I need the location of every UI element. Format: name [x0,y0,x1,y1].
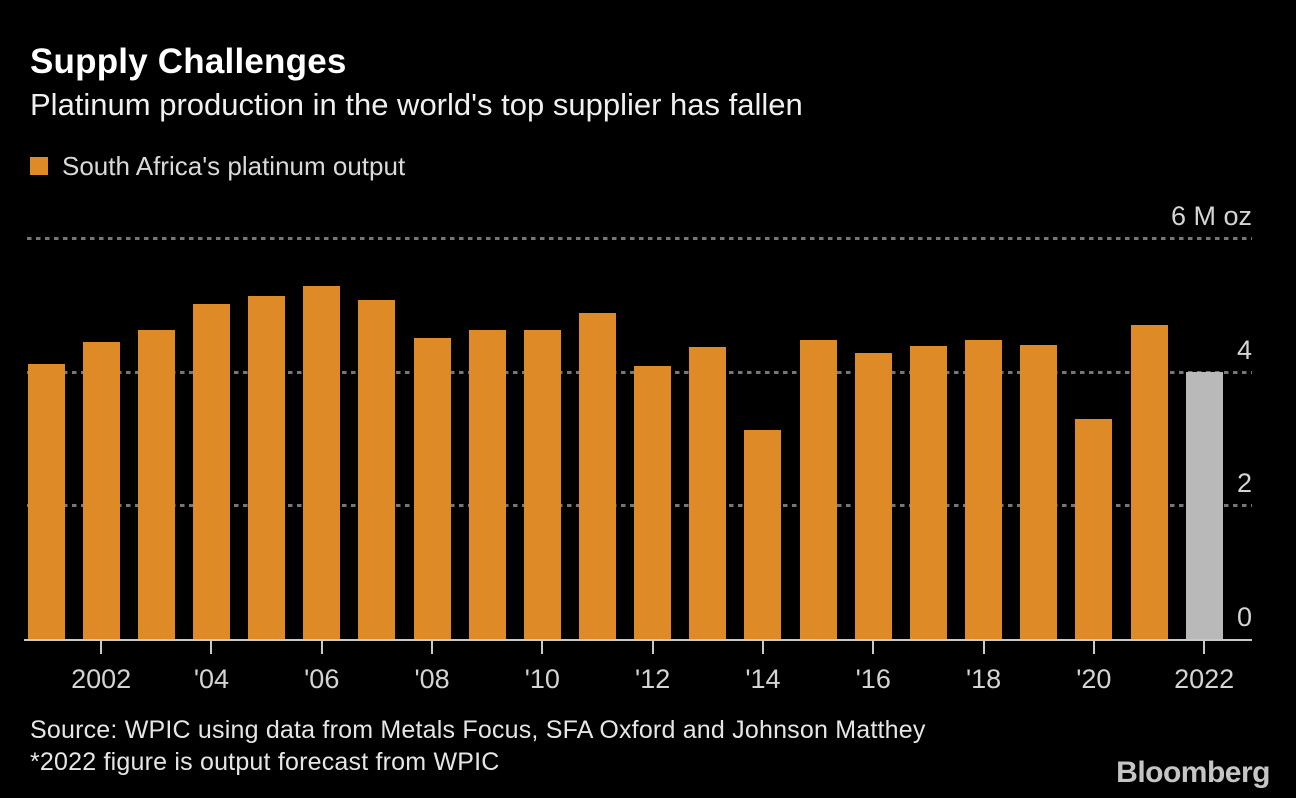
bar-2021 [1130,325,1168,639]
chart-subtitle: Platinum production in the world's top s… [30,87,803,122]
bar-2014 [744,429,782,639]
bar-2002 [82,341,120,639]
y-axis-label-4: 4 [1236,334,1252,365]
bar-2004 [192,303,230,639]
x-axis-label-2022: 2022 [1174,664,1235,694]
x-axis-label-2010: '10 [524,664,560,694]
bar-2020 [1075,418,1113,639]
x-tick-2002 [100,641,103,654]
legend-label: South Africa's platinum output [62,150,406,181]
x-axis-label-2016: '16 [855,664,891,694]
bar-2010 [523,329,561,639]
bar-2012 [634,365,672,639]
bar-2006 [303,285,341,639]
y-axis-label-2: 2 [1236,468,1252,499]
x-tick-2020 [1092,641,1095,654]
x-tick-2018 [982,641,985,654]
legend-swatch-icon [30,157,48,175]
x-tick-2012 [651,641,654,654]
bar-2013 [689,347,727,639]
bloomberg-logo: Bloomberg [1116,756,1270,789]
bar-2018 [965,339,1003,639]
x-axis-label-2018: '18 [965,664,1002,694]
bar-2017 [909,345,947,639]
bar-2009 [468,329,506,639]
bar-2001 [27,363,65,639]
x-axis-label-2014: '14 [745,664,781,694]
bar-2016 [854,353,892,639]
x-axis-label-2008: '08 [414,664,450,694]
bar-2005 [248,295,286,639]
x-tick-2014 [761,641,764,654]
x-tick-2016 [872,641,875,654]
y-axis-label-0: 0 [1236,602,1252,632]
bar-2007 [358,299,396,639]
x-tick-2004 [210,641,213,654]
bar-2008 [413,338,451,639]
x-axis-label-2004: '04 [193,664,230,694]
x-tick-2010 [541,641,544,654]
chart-title: Supply Challenges [30,42,347,81]
source-line: Source: WPIC using data from Metals Focu… [30,716,926,744]
x-axis-label-2020: '20 [1076,664,1112,694]
bar-2011 [579,313,616,639]
x-axis-label-2012: '12 [635,664,671,694]
bar-2015 [799,339,837,639]
x-axis-label-2002: 2002 [71,664,132,694]
bar-2019 [1020,345,1058,639]
y-axis-label-6: 6 M oz [1170,201,1252,232]
bar-2022-forecast [1185,371,1223,639]
gridline-6 [27,237,1252,241]
bar-2003 [137,329,175,639]
x-tick-2006 [320,641,323,654]
x-axis-label-2006: '06 [304,664,340,694]
x-tick-2022 [1203,641,1206,654]
x-tick-2008 [431,641,434,654]
legend: South Africa's platinum output [30,150,406,181]
x-axis-line [24,639,1252,641]
footnote-line: *2022 figure is output forecast from WPI… [30,748,500,776]
